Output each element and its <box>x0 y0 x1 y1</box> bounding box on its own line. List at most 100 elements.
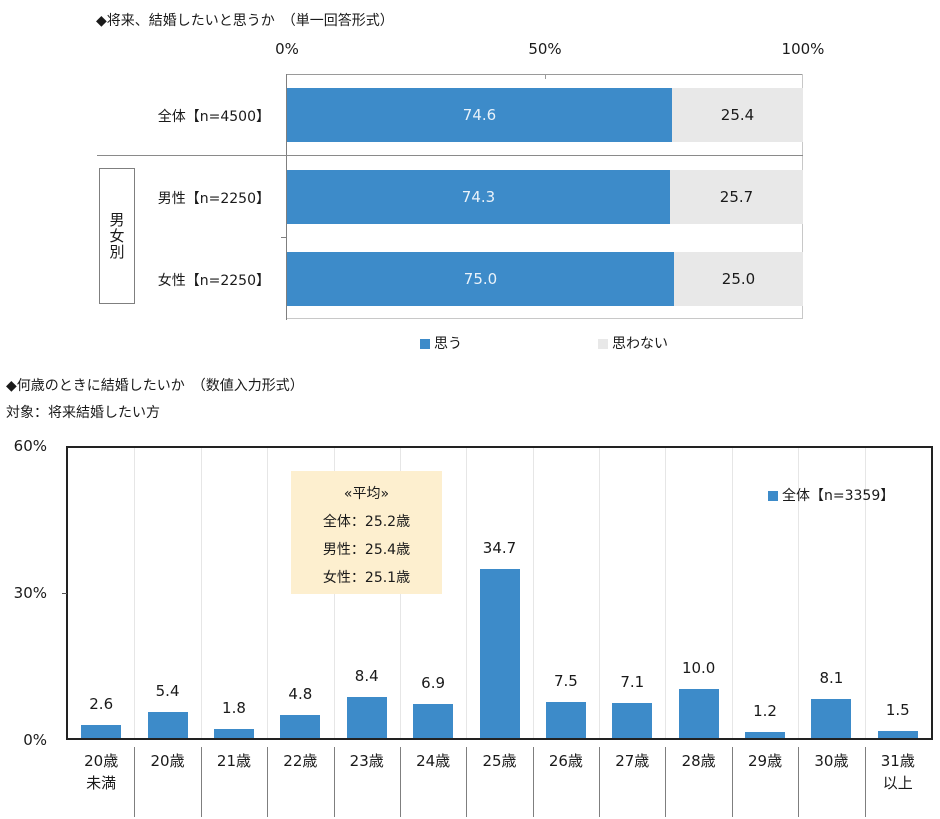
legend-swatch-gray-icon <box>598 339 608 349</box>
category-label: 20歳 <box>138 750 198 772</box>
column-bar <box>81 725 122 738</box>
bar-value: 25.7 <box>719 188 754 206</box>
category-label: 28歳 <box>669 750 729 772</box>
category-label-line1: 22歳 <box>283 752 318 770</box>
category-label-line1: 26歳 <box>548 752 583 770</box>
column-bar <box>413 704 454 738</box>
bar-value: 75.0 <box>463 270 498 288</box>
category-separator <box>399 747 401 817</box>
category-label-line1: 27歳 <box>615 752 650 770</box>
legend-label: 全体【n=3359】 <box>782 488 895 504</box>
column-value-label: 6.9 <box>421 674 446 693</box>
column-bar <box>877 730 918 738</box>
top-chart-title: ◆将来、結婚したいと思うか （単一回答形式） <box>96 13 394 29</box>
category-label: 21歳 <box>204 750 264 772</box>
bar-value: 25.0 <box>721 270 756 288</box>
column-value-label: 34.7 <box>482 539 517 558</box>
column-value-label: 1.8 <box>222 699 246 718</box>
column-bar <box>811 698 852 738</box>
bottom-border <box>287 318 803 319</box>
legend-item-yes: 思う <box>420 333 462 353</box>
category-separator <box>599 747 601 817</box>
column-bar <box>280 714 321 738</box>
bar-yes-female: 75.0 <box>287 252 674 306</box>
category-label-line1: 29歳 <box>747 752 783 770</box>
y-tick-60: 60% <box>13 437 47 455</box>
category-label-line1: 25歳 <box>482 752 517 770</box>
category-separator <box>134 747 136 817</box>
column-value-label: 10.0 <box>681 659 716 678</box>
column-bar <box>479 569 520 738</box>
category-separator <box>731 747 733 817</box>
category-label-line1: 20歳 <box>84 752 119 770</box>
category-separator <box>333 747 335 817</box>
x-tick-0: 0% <box>275 40 299 58</box>
bar-no-total: 25.4 <box>672 88 803 142</box>
column-value-label: 5.4 <box>155 681 180 700</box>
tick-mark-50 <box>545 74 546 79</box>
column-value-label: 8.1 <box>819 668 844 687</box>
category-separator <box>267 747 269 817</box>
vertical-gridline <box>798 448 800 738</box>
vertical-gridline <box>599 448 601 738</box>
column-bar <box>346 697 387 738</box>
category-separator <box>798 747 800 817</box>
average-heading: «平均» <box>343 486 390 502</box>
category-label: 22歳 <box>270 750 330 772</box>
category-separator <box>200 747 202 817</box>
column-bar <box>213 729 254 738</box>
vertical-gridline <box>200 448 202 738</box>
average-female: 女性：25.1歳 <box>322 570 411 586</box>
category-label-line1: 23歳 <box>349 752 384 770</box>
category-label: 25歳 <box>470 750 530 772</box>
category-label-line1: 20歳 <box>150 752 185 770</box>
vertical-gridline <box>532 448 534 738</box>
column-value-label: 7.5 <box>553 671 578 690</box>
vertical-gridline <box>665 448 667 738</box>
row-label-total: 全体【n=4500】 <box>157 109 270 125</box>
column-value-label: 8.4 <box>354 667 379 686</box>
column-bar <box>545 701 586 738</box>
average-all: 全体：25.2歳 <box>322 514 411 530</box>
category-label: 26歳 <box>536 750 596 772</box>
bar-value: 25.4 <box>720 106 755 124</box>
category-label-line1: 21歳 <box>216 752 251 770</box>
category-label-line1: 30歳 <box>814 752 849 770</box>
category-label: 30歳 <box>801 750 861 772</box>
bar-no-female: 25.0 <box>674 252 803 306</box>
bar-no-male: 25.7 <box>670 170 803 224</box>
category-label: 20歳未満 <box>71 750 131 794</box>
column-bar <box>745 732 786 738</box>
category-label: 27歳 <box>602 750 662 772</box>
y-tick-mark-30 <box>62 593 67 594</box>
bar-yes-male: 74.3 <box>287 170 670 224</box>
group-separator <box>97 155 803 156</box>
vertical-gridline <box>267 448 269 738</box>
category-separator <box>864 747 866 817</box>
column-bar <box>147 711 188 738</box>
column-bar <box>678 689 719 738</box>
bar-yes-total: 74.6 <box>287 88 672 142</box>
category-separator <box>466 747 468 817</box>
average-male: 男性：25.4歳 <box>322 542 411 558</box>
row-label-male: 男性【n=2250】 <box>157 191 270 207</box>
group-label: 男女別 <box>107 212 126 260</box>
legend-item-no: 思わない <box>598 333 668 353</box>
vertical-gridline <box>864 448 866 738</box>
legend-swatch-blue-icon <box>420 339 430 349</box>
y-tick-30: 30% <box>13 584 47 602</box>
category-separator <box>532 747 534 817</box>
column-value-label: 7.1 <box>620 673 645 692</box>
average-annotation-box: «平均» 全体：25.2歳 男性：25.4歳 女性：25.1歳 <box>291 471 442 594</box>
legend-label: 思わない <box>612 336 668 352</box>
category-label: 31歳 以上 <box>868 750 928 794</box>
category-label-line1: 24歳 <box>416 752 451 770</box>
category-label: 23歳 <box>337 750 397 772</box>
category-label: 29歳 <box>735 750 795 772</box>
category-label-line2: 以上 <box>882 774 913 792</box>
column-value-label: 2.6 <box>89 695 114 714</box>
category-label-line2: 未満 <box>86 774 117 792</box>
category-tick <box>281 237 286 238</box>
legend-item-total: 全体【n=3359】 <box>768 485 894 505</box>
bar-value: 74.3 <box>461 188 496 206</box>
